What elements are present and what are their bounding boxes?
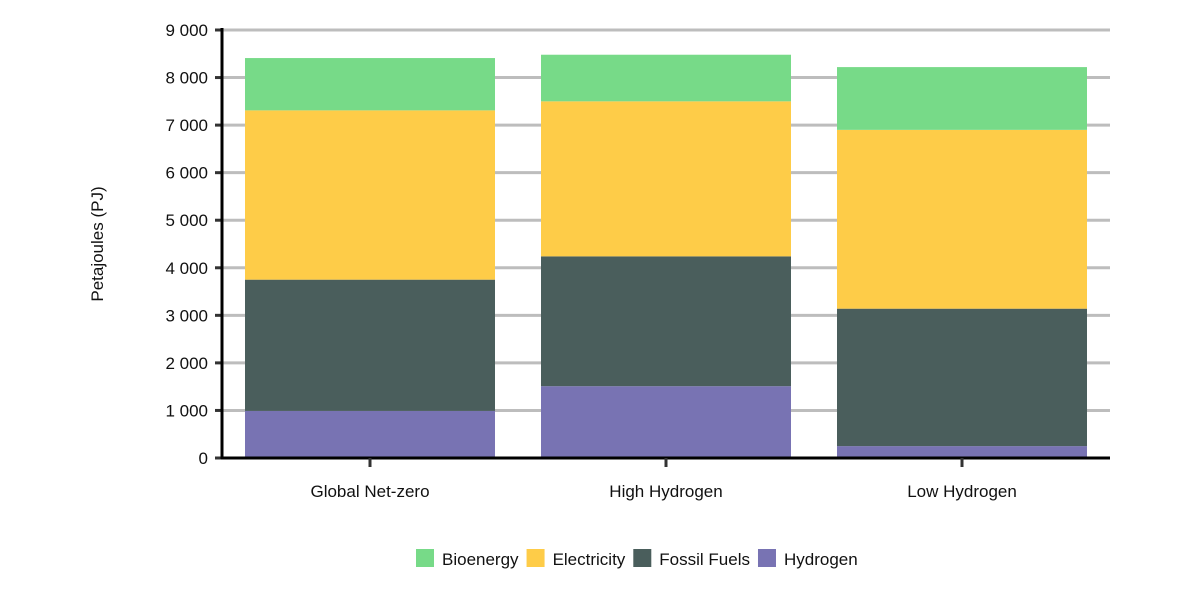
legend-item[interactable]: Electricity bbox=[526, 549, 626, 569]
bar-hydrogen[interactable] bbox=[837, 446, 1087, 458]
y-tick-label: 7 000 bbox=[165, 116, 208, 135]
legend-item[interactable]: Bioenergy bbox=[416, 549, 519, 569]
legend-item[interactable]: Hydrogen bbox=[757, 549, 858, 569]
y-tick-label: 0 bbox=[199, 449, 208, 468]
y-tick-label: 9 000 bbox=[165, 21, 208, 40]
legend-swatch bbox=[416, 549, 434, 567]
bar-electricity[interactable] bbox=[245, 110, 495, 280]
x-tick-label: High Hydrogen bbox=[609, 482, 722, 501]
y-tick-label: 4 000 bbox=[165, 259, 208, 278]
legend-label: Electricity bbox=[553, 550, 626, 569]
bar-bioenergy[interactable] bbox=[837, 67, 1087, 130]
x-tick-label: Global Net-zero bbox=[310, 482, 429, 501]
legend-label: Bioenergy bbox=[442, 550, 519, 569]
bar-bioenergy[interactable] bbox=[245, 58, 495, 111]
legend-label: Hydrogen bbox=[784, 550, 858, 569]
bar-hydrogen[interactable] bbox=[245, 410, 495, 458]
legend-label: Fossil Fuels bbox=[659, 550, 750, 569]
x-tick-label: Low Hydrogen bbox=[907, 482, 1017, 501]
y-axis-label: Petajoules (PJ) bbox=[88, 186, 107, 301]
bar-hydrogen[interactable] bbox=[541, 386, 791, 458]
legend-swatch bbox=[526, 549, 545, 567]
y-tick-label: 6 000 bbox=[165, 164, 208, 183]
legend-swatch bbox=[757, 549, 776, 567]
y-tick-label: 5 000 bbox=[165, 211, 208, 230]
legend-item[interactable]: Fossil Fuels bbox=[633, 549, 750, 569]
bar-bioenergy[interactable] bbox=[541, 54, 791, 102]
bar-fossil-fuels[interactable] bbox=[245, 279, 495, 411]
bar-electricity[interactable] bbox=[837, 129, 1087, 309]
legend-swatch bbox=[633, 549, 652, 567]
bar-electricity[interactable] bbox=[541, 101, 791, 257]
y-tick-label: 2 000 bbox=[165, 354, 208, 373]
bar-fossil-fuels[interactable] bbox=[541, 256, 791, 387]
y-tick-label: 1 000 bbox=[165, 401, 208, 420]
y-tick-label: 3 000 bbox=[165, 306, 208, 325]
y-tick-label: 8 000 bbox=[165, 69, 208, 88]
bar-fossil-fuels[interactable] bbox=[837, 308, 1087, 447]
